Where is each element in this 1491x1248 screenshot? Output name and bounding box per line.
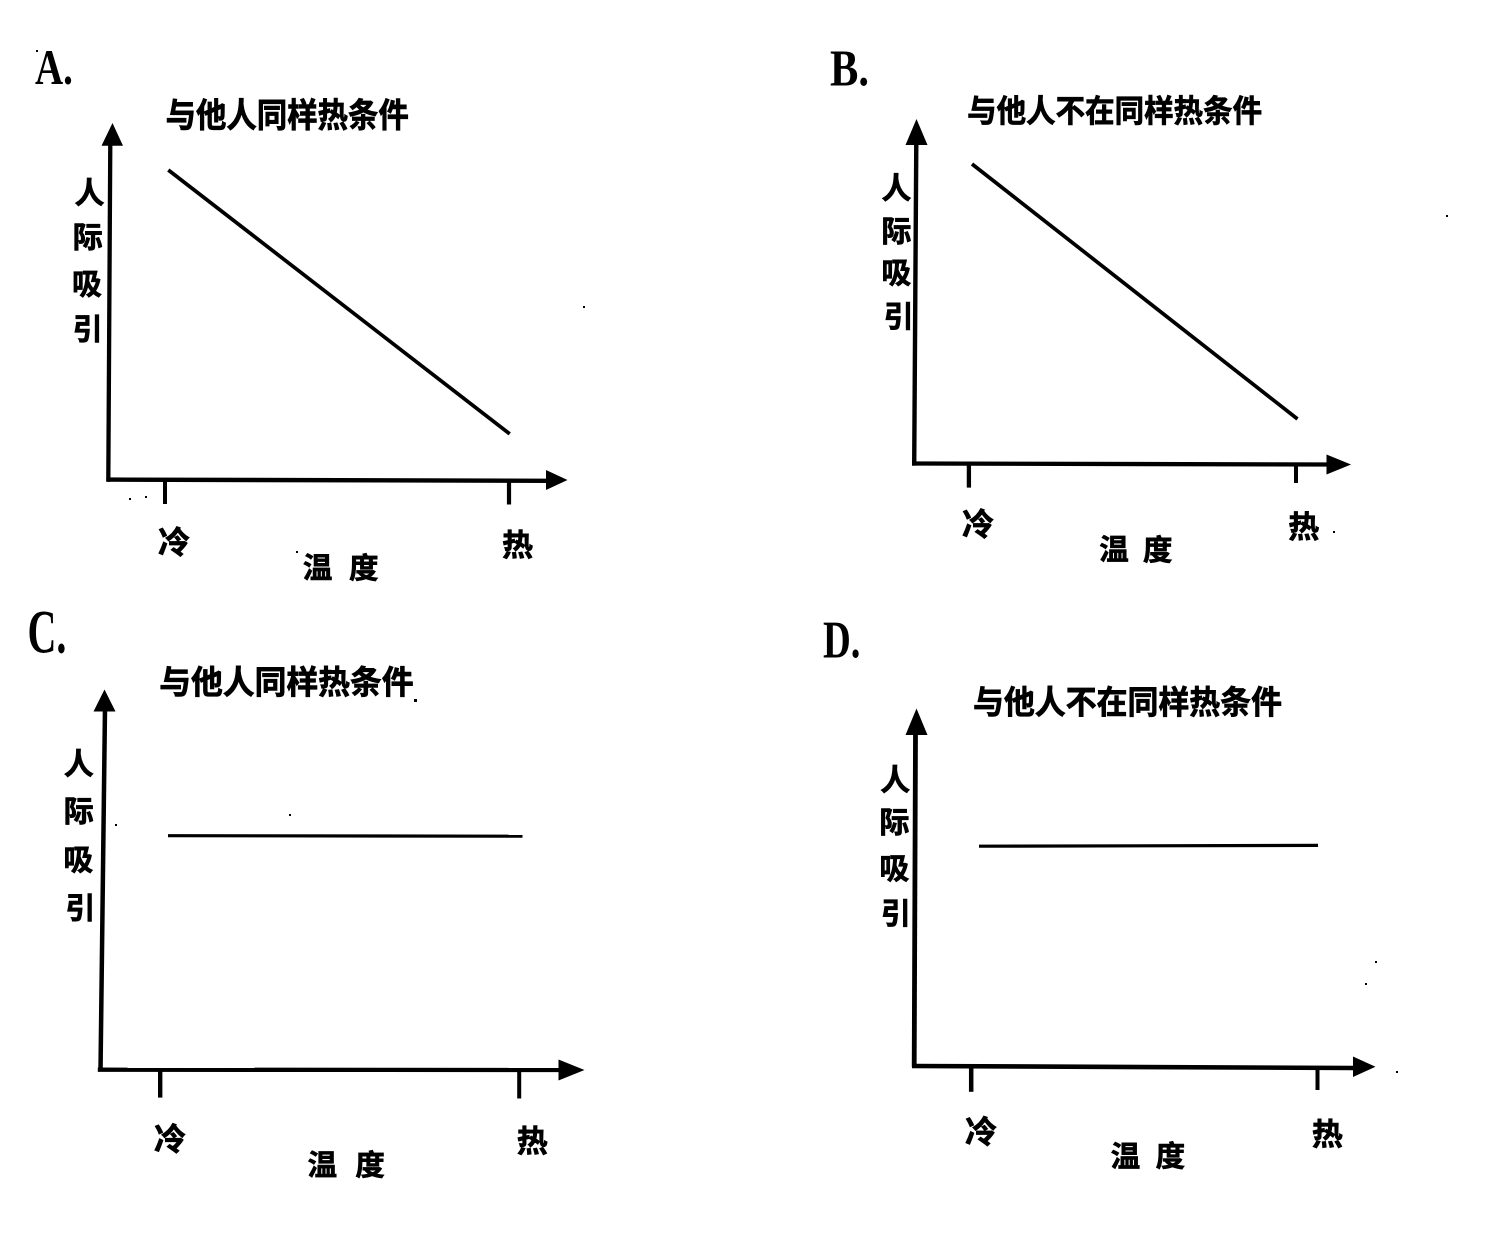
svg-text:C.: C. xyxy=(28,599,67,666)
svg-text:B.: B. xyxy=(830,41,869,98)
svg-text:A.: A. xyxy=(35,39,73,95)
svg-text:D.: D. xyxy=(823,612,860,670)
